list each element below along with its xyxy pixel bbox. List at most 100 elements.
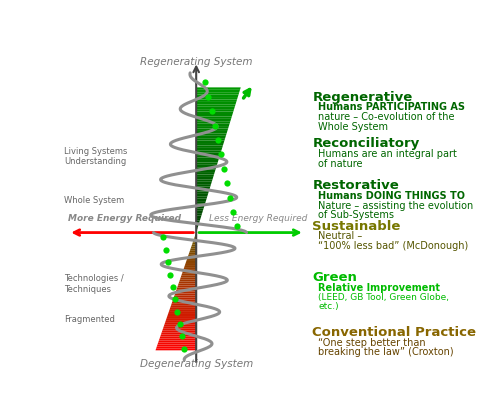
Text: etc.): etc.) xyxy=(318,302,339,311)
Text: Whole System: Whole System xyxy=(64,196,124,205)
Polygon shape xyxy=(196,208,203,211)
Text: Restorative: Restorative xyxy=(312,179,399,192)
Polygon shape xyxy=(182,274,196,276)
Polygon shape xyxy=(193,241,196,242)
Polygon shape xyxy=(196,104,235,107)
Polygon shape xyxy=(196,220,200,223)
Polygon shape xyxy=(196,216,202,218)
Polygon shape xyxy=(196,92,240,95)
Polygon shape xyxy=(196,228,198,230)
Text: (LEED, GB Tool, Green Globe,: (LEED, GB Tool, Green Globe, xyxy=(318,292,449,302)
Polygon shape xyxy=(196,218,200,220)
Polygon shape xyxy=(178,284,196,286)
Polygon shape xyxy=(196,124,230,126)
Polygon shape xyxy=(196,225,198,228)
Polygon shape xyxy=(196,158,219,160)
Polygon shape xyxy=(158,342,196,344)
Polygon shape xyxy=(196,150,222,153)
Text: Green: Green xyxy=(312,271,358,284)
Polygon shape xyxy=(196,95,238,97)
Polygon shape xyxy=(196,191,209,194)
Polygon shape xyxy=(158,341,196,342)
Text: Fragmented: Fragmented xyxy=(64,315,116,324)
Text: Less Energy Required: Less Energy Required xyxy=(209,214,308,223)
Polygon shape xyxy=(186,262,196,264)
Polygon shape xyxy=(196,172,215,174)
Polygon shape xyxy=(172,299,196,301)
Polygon shape xyxy=(169,309,196,311)
Polygon shape xyxy=(176,290,196,292)
Polygon shape xyxy=(196,136,226,138)
Text: of nature: of nature xyxy=(318,159,363,169)
Polygon shape xyxy=(194,238,196,241)
Polygon shape xyxy=(196,230,197,233)
Polygon shape xyxy=(196,107,235,109)
Text: Nature – assisting the evolution: Nature – assisting the evolution xyxy=(318,201,474,211)
Polygon shape xyxy=(196,204,205,206)
Text: Regenerative: Regenerative xyxy=(312,91,412,103)
Polygon shape xyxy=(184,264,196,266)
Polygon shape xyxy=(194,236,196,238)
Polygon shape xyxy=(195,235,196,236)
Polygon shape xyxy=(196,199,206,201)
Polygon shape xyxy=(196,114,232,116)
Polygon shape xyxy=(184,268,196,270)
Text: Conventional Practice: Conventional Practice xyxy=(312,326,476,339)
Polygon shape xyxy=(196,126,229,129)
Polygon shape xyxy=(166,317,196,319)
Polygon shape xyxy=(196,88,241,90)
Text: Degenerating System: Degenerating System xyxy=(140,359,253,369)
Polygon shape xyxy=(196,213,202,216)
Polygon shape xyxy=(186,260,196,262)
Polygon shape xyxy=(196,223,199,225)
Polygon shape xyxy=(196,160,218,163)
Polygon shape xyxy=(188,256,196,258)
Polygon shape xyxy=(196,179,212,182)
Polygon shape xyxy=(196,165,217,167)
Polygon shape xyxy=(196,148,222,150)
Polygon shape xyxy=(196,90,240,92)
Polygon shape xyxy=(162,331,196,333)
Text: Regenerating System: Regenerating System xyxy=(140,57,252,67)
Polygon shape xyxy=(178,282,196,284)
Polygon shape xyxy=(188,252,196,254)
Polygon shape xyxy=(171,303,196,305)
Polygon shape xyxy=(168,311,196,313)
Polygon shape xyxy=(190,250,196,252)
Text: Reconciliatory: Reconciliatory xyxy=(312,137,420,150)
Polygon shape xyxy=(196,155,220,158)
Text: Living Systems
Understanding: Living Systems Understanding xyxy=(64,147,128,166)
Text: Technologies /
Techniques: Technologies / Techniques xyxy=(64,274,124,294)
Polygon shape xyxy=(196,138,225,141)
Polygon shape xyxy=(196,121,230,124)
Polygon shape xyxy=(166,319,196,321)
Polygon shape xyxy=(176,287,196,290)
Text: breaking the law” (Croxton): breaking the law” (Croxton) xyxy=(318,347,454,357)
Polygon shape xyxy=(161,333,196,335)
Polygon shape xyxy=(196,170,216,172)
Text: Whole System: Whole System xyxy=(318,122,388,132)
Text: nature – Co-evolution of the: nature – Co-evolution of the xyxy=(318,112,455,122)
Polygon shape xyxy=(156,347,196,348)
Polygon shape xyxy=(186,258,196,260)
Polygon shape xyxy=(188,254,196,256)
Polygon shape xyxy=(196,141,224,143)
Polygon shape xyxy=(196,177,214,179)
Polygon shape xyxy=(196,186,210,189)
Polygon shape xyxy=(192,244,196,246)
Polygon shape xyxy=(196,102,236,104)
Polygon shape xyxy=(196,174,214,177)
Polygon shape xyxy=(196,99,237,102)
Polygon shape xyxy=(182,270,196,272)
Polygon shape xyxy=(184,266,196,268)
Polygon shape xyxy=(177,286,196,287)
Polygon shape xyxy=(196,133,226,136)
Polygon shape xyxy=(196,196,207,199)
Text: More Energy Required: More Energy Required xyxy=(68,214,181,223)
Polygon shape xyxy=(196,201,206,204)
Polygon shape xyxy=(196,153,220,155)
Polygon shape xyxy=(190,248,196,250)
Text: Humans PARTICIPATING AS: Humans PARTICIPATING AS xyxy=(318,102,465,112)
Polygon shape xyxy=(196,109,234,111)
Polygon shape xyxy=(167,315,196,317)
